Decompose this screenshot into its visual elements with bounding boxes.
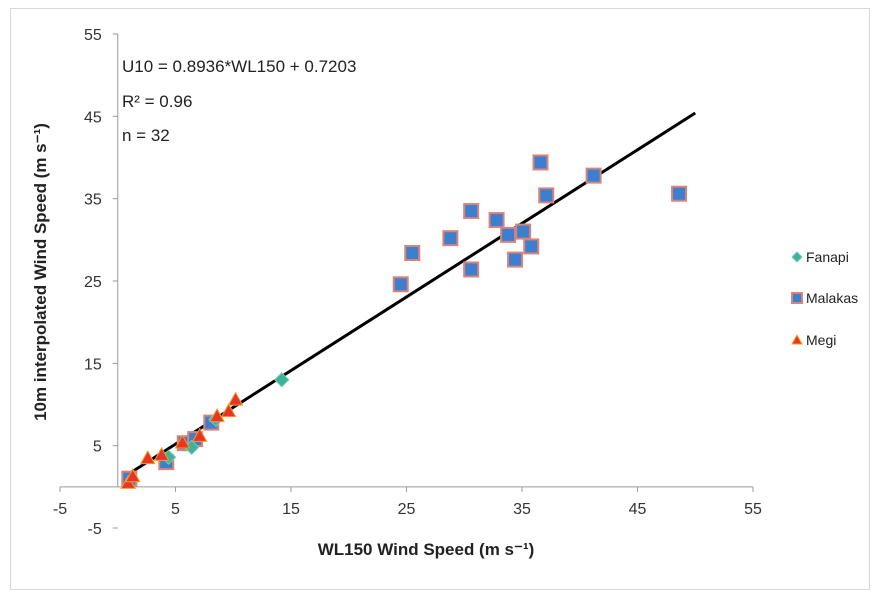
point-megi <box>209 407 225 423</box>
x-tick-label: -5 <box>53 501 67 518</box>
x-tick-label: 25 <box>398 501 416 518</box>
point-malakas <box>671 185 688 202</box>
legend-marker-megi <box>791 333 803 345</box>
y-tick-label: 25 <box>84 274 102 291</box>
y-tick-label: 55 <box>84 27 102 44</box>
x-tick-label: 5 <box>171 501 180 518</box>
point-malakas <box>585 167 602 184</box>
y-tick-label: -5 <box>88 521 102 538</box>
regression-equation: U10 = 0.8936*WL150 + 0.7203 <box>122 57 356 76</box>
x-axis-title: WL150 Wind Speed (m s⁻¹) <box>318 540 535 559</box>
point-malakas <box>500 226 517 243</box>
point-megi <box>191 427 208 442</box>
legend: Fanapi Malakas Megi <box>791 249 858 348</box>
axes: -5 5 15 25 35 45 55 -5 5 15 25 35 45 55 <box>53 27 762 538</box>
point-megi <box>174 434 191 449</box>
sample-count-label: n = 32 <box>122 126 170 145</box>
y-tick-label: 45 <box>84 109 102 126</box>
chart-frame <box>10 8 870 590</box>
x-tick-label: 45 <box>629 501 647 518</box>
legend-marker-malakas <box>791 292 803 304</box>
point-megi <box>124 468 141 483</box>
legend-label-fanapi: Fanapi <box>806 249 849 265</box>
point-malakas <box>488 212 505 229</box>
y-axis-title: 10m interpolated Wind Speed (m s⁻¹) <box>31 123 50 421</box>
point-malakas <box>392 276 409 293</box>
x-tick-label: 35 <box>513 501 531 518</box>
point-megi <box>227 391 244 406</box>
y-tick-label: 15 <box>84 356 102 373</box>
x-tick-label: 15 <box>282 501 300 518</box>
legend-label-malakas: Malakas <box>806 290 858 306</box>
point-megi <box>139 449 156 465</box>
point-megi <box>220 403 237 418</box>
r-squared-label: R² = 0.96 <box>122 92 192 111</box>
x-tick-label: 55 <box>744 501 762 518</box>
point-malakas <box>523 238 540 255</box>
y-tick-label: 35 <box>84 192 102 209</box>
legend-label-megi: Megi <box>806 332 836 348</box>
legend-marker-fanapi <box>791 251 803 263</box>
point-malakas <box>538 187 555 204</box>
y-tick-label: 5 <box>93 439 102 456</box>
point-malakas <box>463 261 480 278</box>
point-malakas <box>507 251 524 268</box>
point-megi <box>153 446 170 461</box>
point-malakas <box>532 154 549 171</box>
point-malakas <box>442 230 459 247</box>
point-malakas <box>463 203 480 220</box>
data-points <box>120 154 688 489</box>
point-fanapi <box>274 372 290 388</box>
point-malakas <box>404 245 421 262</box>
point-malakas <box>515 223 532 240</box>
